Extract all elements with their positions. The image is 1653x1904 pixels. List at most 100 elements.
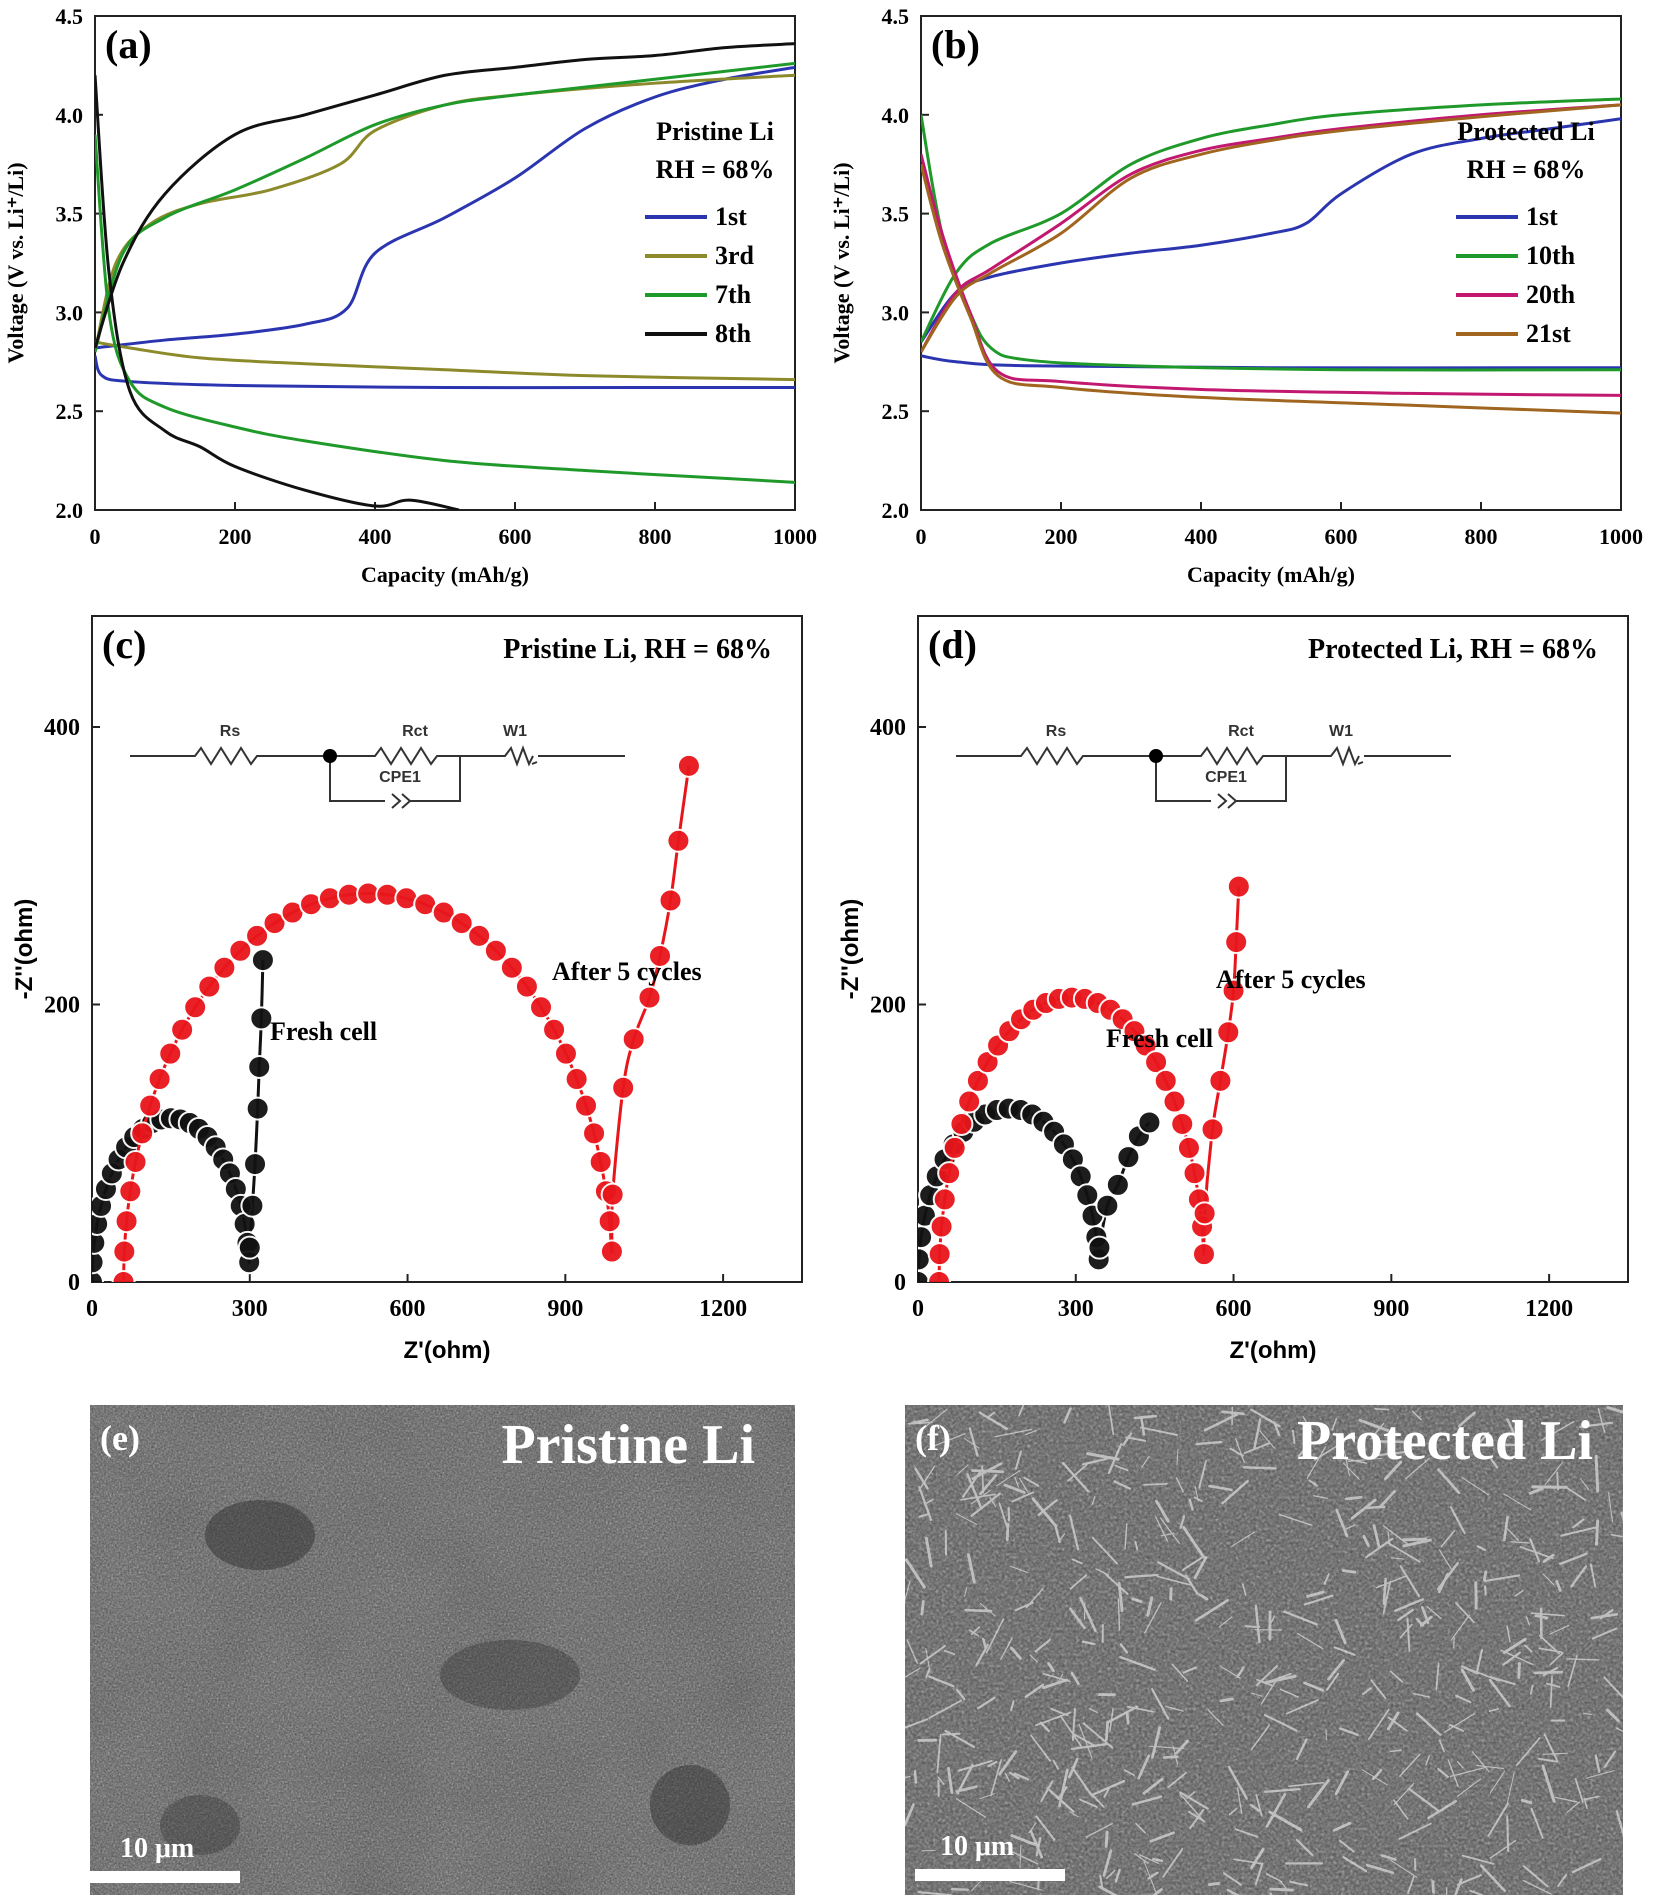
x-tick-label: 600 xyxy=(1216,1296,1252,1322)
y-axis-label: Voltage (V vs. Li⁺/Li) xyxy=(829,162,854,363)
sem-fiber xyxy=(1420,1605,1430,1625)
sem-fiber xyxy=(1615,1810,1623,1838)
sem-fiber xyxy=(1142,1777,1164,1795)
sem-fiber xyxy=(1370,1679,1387,1700)
sem-fiber xyxy=(1581,1448,1588,1459)
sem-fiber xyxy=(1029,1830,1044,1859)
sem-fiber xyxy=(1000,1637,1013,1661)
sem-fiber xyxy=(1393,1799,1409,1820)
data-point-After 5 cycles xyxy=(1192,1201,1217,1226)
sem-fiber xyxy=(1488,1678,1511,1708)
data-point-After 5 cycles xyxy=(937,1161,962,1186)
sem-fiber xyxy=(1382,1525,1408,1545)
sem-fiber xyxy=(1009,1646,1022,1660)
sem-fiber xyxy=(1034,1638,1051,1653)
sem-fiber xyxy=(1244,1625,1261,1628)
resistor-rct xyxy=(330,746,460,766)
sem-fiber xyxy=(1014,1450,1022,1470)
panel-label-e: (e) xyxy=(100,1418,140,1458)
data-point-After 5 cycles xyxy=(949,1111,974,1136)
sem-fiber xyxy=(1610,1533,1623,1538)
data-point-After 5 cycles xyxy=(599,1239,624,1264)
data-point-Fresh cell xyxy=(1095,1193,1120,1218)
sem-fiber xyxy=(1559,1552,1588,1566)
data-point-After 5 cycles xyxy=(118,1179,143,1204)
sem-fiber xyxy=(1013,1772,1030,1781)
plot-frame xyxy=(91,615,803,1283)
sem-fiber xyxy=(1332,1821,1352,1832)
sem-fiber xyxy=(1148,1745,1185,1750)
sem-fiber xyxy=(913,1770,918,1784)
sem-fiber xyxy=(1555,1796,1578,1803)
x-tick-label: 0 xyxy=(916,524,927,549)
sem-fiber xyxy=(955,1798,987,1818)
sem-fiber xyxy=(1063,1407,1072,1424)
sem-fiber xyxy=(917,1891,952,1895)
sem-image-pristine: (e) Pristine Li 10 μm xyxy=(90,1405,795,1895)
sem-fiber xyxy=(1615,1727,1623,1733)
sem-fiber xyxy=(1295,1838,1314,1857)
sem-fiber xyxy=(1449,1766,1487,1778)
sem-fiber xyxy=(1198,1593,1209,1601)
sem-fiber xyxy=(1264,1674,1297,1684)
sem-fiber xyxy=(1599,1609,1614,1620)
sem-fiber xyxy=(1370,1422,1385,1440)
sem-fiber xyxy=(1406,1617,1411,1652)
sem-fiber xyxy=(1058,1768,1069,1808)
sem-fiber xyxy=(1306,1446,1327,1479)
sem-fiber xyxy=(956,1763,974,1795)
sem-fiber xyxy=(928,1675,955,1688)
sem-fiber xyxy=(1546,1682,1561,1688)
sem-fiber xyxy=(1479,1431,1489,1444)
sem-fiber xyxy=(1544,1461,1564,1486)
sem-fiber xyxy=(1606,1406,1623,1414)
data-point-After 5 cycles xyxy=(130,1121,155,1146)
panel-label: (b) xyxy=(931,22,980,67)
sem-fiber xyxy=(905,1718,929,1729)
sem-fiber xyxy=(1570,1565,1588,1588)
sem-fiber xyxy=(1114,1464,1129,1472)
sem-fiber xyxy=(906,1639,918,1664)
sem-fiber xyxy=(1323,1573,1330,1585)
sem-fiber xyxy=(1415,1712,1442,1736)
plot-frame xyxy=(920,15,1622,511)
data-point-After 5 cycles xyxy=(1162,1089,1187,1114)
sem-fiber xyxy=(1454,1694,1472,1704)
sem-fiber xyxy=(1522,1879,1552,1895)
sem-fiber xyxy=(1343,1462,1360,1480)
sem-fiber xyxy=(968,1427,979,1457)
sem-fiber xyxy=(1134,1540,1139,1551)
x-tick-label: 400 xyxy=(359,524,392,549)
sem-fiber xyxy=(979,1793,996,1800)
sem-fiber xyxy=(1157,1561,1191,1581)
sem-fiber xyxy=(1542,1666,1559,1677)
data-point-After 5 cycles xyxy=(637,985,662,1010)
sem-fiber xyxy=(1334,1618,1347,1645)
x-tick-label: 600 xyxy=(390,1296,426,1322)
x-tick-label: 200 xyxy=(219,524,252,549)
sem-fiber xyxy=(936,1733,942,1774)
sem-fiber xyxy=(1070,1671,1080,1686)
sem-fiber xyxy=(1085,1822,1113,1838)
sem-fiber xyxy=(1255,1794,1263,1817)
sem-fiber xyxy=(1529,1538,1541,1563)
warburg-element xyxy=(1286,745,1451,767)
sem-fiber xyxy=(1344,1524,1356,1531)
legend-entry-1st: 1st xyxy=(715,202,747,231)
sem-fiber xyxy=(1079,1798,1099,1808)
legend-entry-3rd: 3rd xyxy=(715,241,755,270)
sem-fiber xyxy=(1175,1739,1190,1755)
sem-fiber xyxy=(1125,1711,1130,1725)
sem-fiber xyxy=(1193,1496,1203,1503)
sem-fiber xyxy=(1243,1442,1270,1454)
sem-fiber xyxy=(1069,1607,1086,1630)
sem-fiber xyxy=(1159,1517,1180,1544)
sem-fiber xyxy=(1574,1778,1584,1803)
sem-fiber xyxy=(929,1433,966,1449)
sem-fiber xyxy=(1447,1759,1459,1788)
cpe-element xyxy=(329,756,461,809)
sem-fiber xyxy=(970,1880,982,1892)
sem-fiber xyxy=(1620,1511,1623,1522)
sem-fiber xyxy=(1169,1587,1173,1601)
sem-fiber xyxy=(1222,1872,1243,1886)
